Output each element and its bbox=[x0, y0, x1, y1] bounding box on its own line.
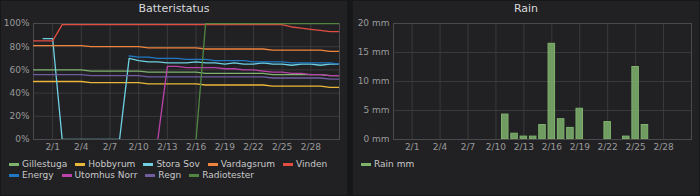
html-text:Rain: Rain bbox=[513, 2, 539, 15]
html-text:Stora Sov: Stora Sov bbox=[156, 159, 200, 169]
svg-text:0%: 0% bbox=[15, 134, 30, 144]
svg-text:2/28: 2/28 bbox=[301, 142, 321, 152]
html-text:Batteristatus: Batteristatus bbox=[138, 2, 210, 15]
svg-text:2/25: 2/25 bbox=[626, 142, 646, 152]
svg-text:2/16: 2/16 bbox=[186, 142, 206, 152]
html-text:Utomhus Norr: Utomhus Norr bbox=[74, 170, 138, 180]
svg-text:60%: 60% bbox=[9, 65, 29, 75]
svg-text:100%: 100% bbox=[4, 18, 30, 28]
svg-text:2/7: 2/7 bbox=[103, 142, 117, 152]
html-text:Gillestuga: Gillestuga bbox=[22, 159, 68, 169]
svg-text:2/10: 2/10 bbox=[129, 142, 149, 152]
svg-text:2/19: 2/19 bbox=[570, 142, 590, 152]
svg-text:0 mm: 0 mm bbox=[363, 134, 389, 144]
svg-text:15 mm: 15 mm bbox=[358, 47, 390, 57]
svg-text:2/4: 2/4 bbox=[433, 142, 448, 152]
svg-text:2/25: 2/25 bbox=[272, 142, 292, 152]
html-text:Rain mm: Rain mm bbox=[374, 159, 415, 169]
svg-text:20%: 20% bbox=[9, 111, 29, 121]
svg-text:40%: 40% bbox=[9, 88, 29, 98]
svg-text:2/7: 2/7 bbox=[461, 142, 475, 152]
svg-text:5 mm: 5 mm bbox=[363, 105, 389, 115]
svg-text:2/13: 2/13 bbox=[514, 142, 534, 152]
svg-text:2/19: 2/19 bbox=[215, 142, 235, 152]
html-text:Radiotester: Radiotester bbox=[202, 170, 254, 180]
svg-text:80%: 80% bbox=[9, 42, 29, 52]
svg-text:2/1: 2/1 bbox=[45, 142, 59, 152]
html-text:Energy: Energy bbox=[22, 170, 54, 180]
html-text:Vardagsrum: Vardagsrum bbox=[220, 159, 276, 169]
svg-text:10 mm: 10 mm bbox=[358, 76, 390, 86]
html-text:Hobbyrum: Hobbyrum bbox=[88, 159, 136, 169]
svg-text:2/10: 2/10 bbox=[486, 142, 506, 152]
svg-text:2/4: 2/4 bbox=[74, 142, 89, 152]
svg-text:2/1: 2/1 bbox=[405, 142, 419, 152]
svg-text:2/13: 2/13 bbox=[157, 142, 177, 152]
html-text:Regn: Regn bbox=[158, 170, 182, 180]
svg-text:2/22: 2/22 bbox=[598, 142, 618, 152]
svg-text:2/16: 2/16 bbox=[542, 142, 562, 152]
html-text:Vinden: Vinden bbox=[296, 159, 328, 169]
svg-text:2/22: 2/22 bbox=[243, 142, 263, 152]
svg-text:2/28: 2/28 bbox=[653, 142, 673, 152]
svg-text:20 mm: 20 mm bbox=[358, 18, 390, 28]
